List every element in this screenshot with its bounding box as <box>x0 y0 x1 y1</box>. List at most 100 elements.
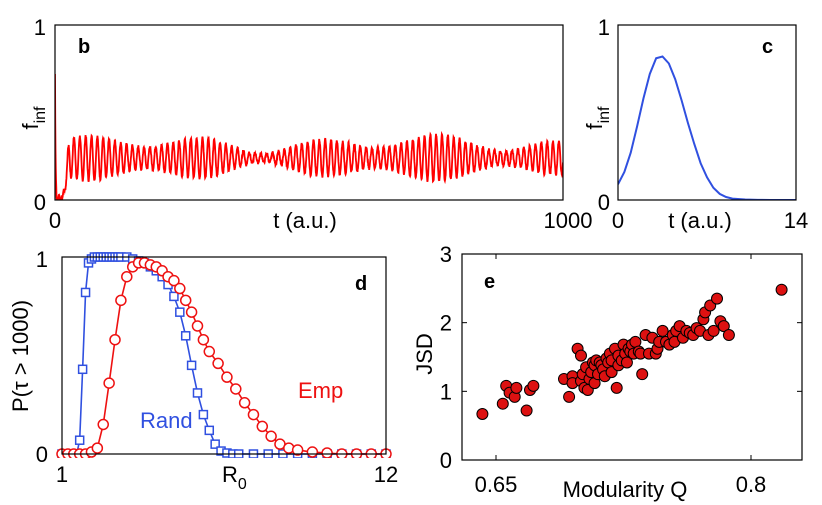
panel-c-ylabel: finf <box>582 106 613 130</box>
panel-d-emp-marker <box>203 345 216 358</box>
panel-d-rand-marker <box>77 364 88 375</box>
panel-e-label: e <box>484 271 495 293</box>
panel-b-frame <box>54 24 564 201</box>
panel-d-xlabel: R0 <box>222 462 247 493</box>
panel-d-rand-marker <box>192 388 203 398</box>
panel-c: 1 0 0 14 t (a.u.) finf c <box>582 15 808 233</box>
panel-d-rand-marker <box>74 435 85 445</box>
panel-d-rand-marker <box>198 409 209 420</box>
panel-c-xtick-max: 14 <box>784 208 808 233</box>
panel-d-ytick-min: 0 <box>36 442 48 467</box>
panel-e-point <box>707 324 720 337</box>
panel-d-emp-marker <box>306 446 319 458</box>
panel-e-point <box>711 292 723 305</box>
panel-e-ytick-label: 1 <box>440 379 452 404</box>
panel-e-point <box>476 407 489 420</box>
panel-b-xtick-min: 0 <box>49 208 61 233</box>
panel-d-emp-marker <box>97 418 109 431</box>
panel-d-emp-marker <box>247 408 260 421</box>
panel-e-ylabel: JSD <box>412 333 437 375</box>
panel-d-rand-marker <box>80 287 91 298</box>
panel-d-emp-marker <box>109 333 121 346</box>
panel-e-ytick-label: 3 <box>440 242 452 267</box>
panel-d: 1 0 1 12 R0 P(τ > 1000) d Rand Emp <box>8 247 398 493</box>
panel-b-xtick-max: 1000 <box>544 208 593 233</box>
panel-e-point <box>527 379 540 392</box>
panel-d-xtick-min: 1 <box>56 462 68 487</box>
panel-b-ytick-max: 1 <box>34 15 46 40</box>
panel-b-ylabel-main: f <box>18 123 43 130</box>
panel-c-label: c <box>762 36 773 58</box>
panel-d-label: d <box>355 273 367 295</box>
panel-d-emp-marker <box>212 357 224 370</box>
panel-d-emp-marker <box>291 444 304 456</box>
panel-b-ylabel: finf <box>18 106 49 130</box>
panel-b-label: b <box>78 36 90 58</box>
panel-d-emp-marker <box>191 320 204 332</box>
panel-d-xtick-max: 12 <box>374 462 398 487</box>
panel-e-point <box>722 329 735 342</box>
svg-text:finf: finf <box>18 106 49 130</box>
panel-c-ytick-max: 1 <box>598 15 610 40</box>
panel-b-ytick-min: 0 <box>34 190 46 215</box>
panel-e-point <box>717 320 730 333</box>
panel-e-ytick-label: 0 <box>440 448 452 473</box>
panel-d-emp-marker <box>185 306 198 318</box>
panel-d-rand-marker <box>169 291 179 302</box>
panel-d-ylabel: P(τ > 1000) <box>8 300 33 412</box>
legend-label-emp: Emp <box>298 378 343 403</box>
panel-d-rand-marker <box>186 360 197 371</box>
panel-d-rand-marker <box>180 331 191 341</box>
panel-b-ylabel-sub: inf <box>32 106 49 123</box>
panel-e: 0 1 2 3 0.65 0.8 Modularity Q JSD e <box>412 242 803 502</box>
panel-d-rand-line <box>62 256 386 455</box>
panel-c-xtick-min: 0 <box>612 208 624 233</box>
panel-d-emp-marker <box>265 430 277 443</box>
panel-d-ytick-max: 1 <box>36 247 48 272</box>
panel-d-emp-marker <box>103 377 115 389</box>
panel-e-frame <box>461 253 803 461</box>
panel-e-xtick-label: 0.65 <box>475 472 518 497</box>
panel-e-point <box>510 381 523 394</box>
panel-b-xlabel: t (a.u.) <box>273 208 337 233</box>
panel-d-xlabel-sub: 0 <box>238 476 247 493</box>
panel-d-rand-marker <box>175 307 185 317</box>
panel-d-emp-marker <box>168 274 180 287</box>
panel-e-point <box>620 356 633 369</box>
panel-d-emp-marker <box>238 397 251 409</box>
panel-e-point <box>575 349 587 362</box>
panel-b: 1 0 0 1000 t (a.u.) finf b <box>18 15 592 233</box>
panel-d-emp-marker <box>230 383 242 395</box>
panel-e-point <box>496 397 509 410</box>
panel-d-emp-marker <box>174 282 186 295</box>
panel-c-ylabel-sub: inf <box>596 106 613 123</box>
panel-e-ytick-label: 2 <box>440 311 452 336</box>
panel-d-emp-marker <box>221 371 233 383</box>
panel-c-ytick-min: 0 <box>598 190 610 215</box>
panel-d-rand-marker <box>204 425 215 436</box>
panel-e-point <box>656 324 669 337</box>
panel-d-frame <box>61 256 387 455</box>
panel-e-xlabel: Modularity Q <box>563 477 688 502</box>
panel-d-emp-marker <box>91 442 104 454</box>
panel-d-emp-marker <box>321 447 333 458</box>
panel-e-point <box>563 390 576 403</box>
panel-d-emp-marker <box>197 333 210 346</box>
panel-b-series-line <box>55 73 563 200</box>
panel-d-emp-marker <box>179 294 192 307</box>
panel-d-xlabel-main: R <box>222 462 238 487</box>
panel-e-point <box>520 404 533 417</box>
panel-c-series-line <box>618 55 796 200</box>
panel-e-point <box>610 381 623 394</box>
panel-e-point <box>636 368 649 381</box>
panel-d-emp-marker <box>115 294 127 307</box>
panel-c-ylabel-main: f <box>582 123 607 130</box>
panel-d-emp-line <box>62 262 386 455</box>
panel-e-xtick-label: 0.8 <box>736 472 767 497</box>
svg-text:finf: finf <box>582 106 613 130</box>
panel-e-point <box>775 283 788 296</box>
panel-d-rand-marker <box>210 439 220 449</box>
panel-c-frame <box>617 24 797 201</box>
panel-d-emp-marker <box>121 270 133 283</box>
